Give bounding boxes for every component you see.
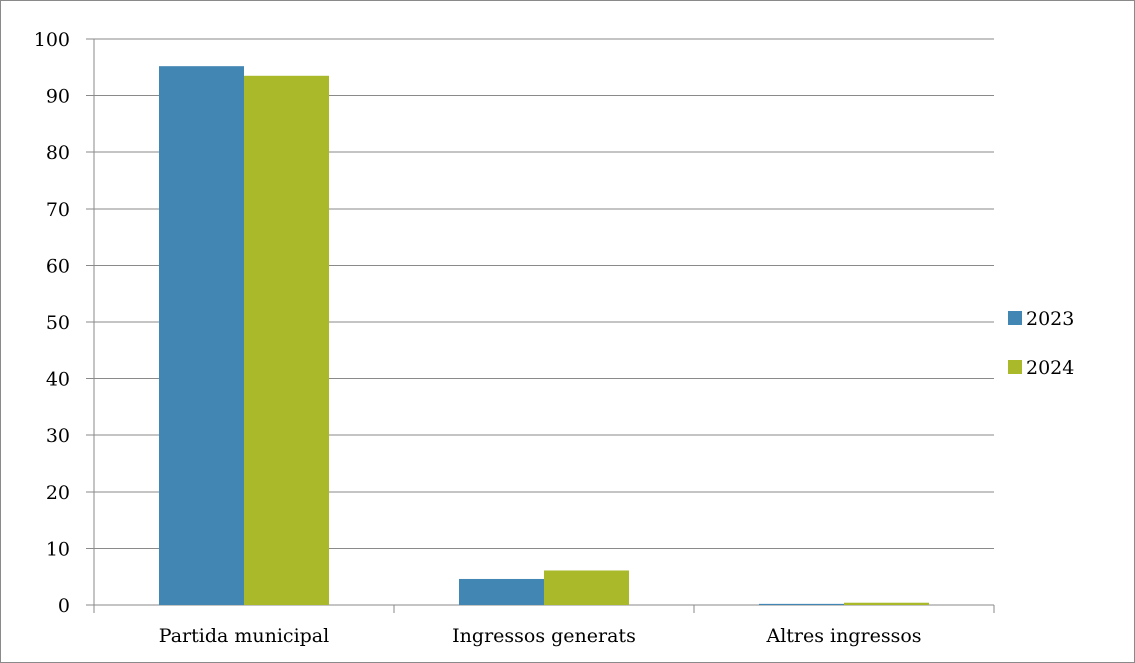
- bar-2023-2: [459, 578, 544, 605]
- y-tick-label: 50: [46, 312, 70, 334]
- y-tick-label: 40: [46, 369, 70, 391]
- x-tick-label: Altres ingressos: [765, 625, 921, 647]
- y-tick-label: 30: [46, 425, 70, 447]
- y-tick-label: 70: [46, 199, 70, 221]
- y-tick-label: 80: [46, 142, 70, 164]
- bar-2023-1: [159, 66, 244, 606]
- legend-label-2024: 2024: [1026, 357, 1074, 379]
- x-tick-label: Partida municipal: [159, 625, 329, 647]
- legend-label-2023: 2023: [1026, 308, 1074, 330]
- y-tick-label: 20: [46, 482, 70, 504]
- bar-2024-1: [244, 75, 329, 606]
- y-tick-label: 10: [46, 538, 70, 560]
- legend-swatch-2024: [1008, 360, 1022, 374]
- y-tick-label: 90: [46, 86, 70, 108]
- y-tick-label: 60: [46, 255, 70, 277]
- bar-2024-2: [544, 570, 629, 605]
- legend-swatch-2023: [1008, 311, 1022, 325]
- y-tick-labels: 0 10 20 30 40 50 60 70 80 90 100: [34, 29, 70, 617]
- y-tick-label: 0: [58, 595, 70, 617]
- x-tick-label: Ingressos generats: [452, 625, 636, 647]
- x-tick-labels: Partida municipal Ingressos generats Altre…: [159, 625, 922, 647]
- bar-2023-3: [759, 603, 844, 605]
- bar-2024-3: [844, 602, 929, 605]
- bars: [159, 66, 929, 606]
- legend: 2023 2024: [1008, 308, 1074, 379]
- y-tick-label: 100: [34, 29, 70, 51]
